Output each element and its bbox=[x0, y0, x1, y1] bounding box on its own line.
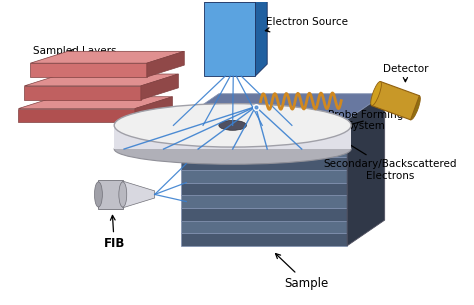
Polygon shape bbox=[182, 233, 347, 246]
Text: Detector: Detector bbox=[383, 64, 428, 82]
Polygon shape bbox=[182, 208, 347, 221]
Ellipse shape bbox=[371, 81, 382, 106]
Polygon shape bbox=[141, 74, 178, 100]
Polygon shape bbox=[372, 81, 419, 120]
Text: Sampled Layers: Sampled Layers bbox=[33, 46, 117, 56]
Polygon shape bbox=[182, 183, 347, 195]
Text: Sample: Sample bbox=[275, 253, 329, 290]
Polygon shape bbox=[114, 125, 351, 149]
Polygon shape bbox=[182, 145, 347, 157]
Text: FIB: FIB bbox=[103, 215, 125, 250]
Ellipse shape bbox=[94, 182, 102, 207]
Polygon shape bbox=[182, 94, 385, 120]
Text: Probe Forming
System: Probe Forming System bbox=[328, 109, 403, 131]
Polygon shape bbox=[114, 129, 351, 149]
Polygon shape bbox=[147, 51, 184, 77]
Ellipse shape bbox=[410, 96, 420, 120]
Polygon shape bbox=[24, 86, 141, 100]
Polygon shape bbox=[204, 2, 255, 76]
Polygon shape bbox=[182, 157, 347, 170]
Polygon shape bbox=[182, 195, 347, 208]
Polygon shape bbox=[30, 63, 147, 77]
Polygon shape bbox=[18, 109, 135, 122]
Polygon shape bbox=[182, 221, 347, 233]
Polygon shape bbox=[182, 120, 347, 132]
Polygon shape bbox=[182, 170, 347, 183]
Polygon shape bbox=[24, 74, 178, 86]
Polygon shape bbox=[30, 51, 184, 63]
Polygon shape bbox=[99, 180, 123, 209]
Polygon shape bbox=[123, 181, 155, 208]
Polygon shape bbox=[135, 97, 173, 122]
Polygon shape bbox=[182, 132, 347, 145]
Ellipse shape bbox=[114, 134, 351, 164]
Polygon shape bbox=[255, 0, 267, 76]
Ellipse shape bbox=[119, 182, 127, 207]
Polygon shape bbox=[204, 0, 267, 2]
Text: Electron Source: Electron Source bbox=[265, 17, 348, 32]
Polygon shape bbox=[347, 94, 385, 246]
Text: Secondary/Backscattered
Electrons: Secondary/Backscattered Electrons bbox=[324, 132, 457, 181]
Ellipse shape bbox=[219, 120, 246, 130]
Polygon shape bbox=[18, 97, 173, 109]
Ellipse shape bbox=[114, 104, 351, 147]
